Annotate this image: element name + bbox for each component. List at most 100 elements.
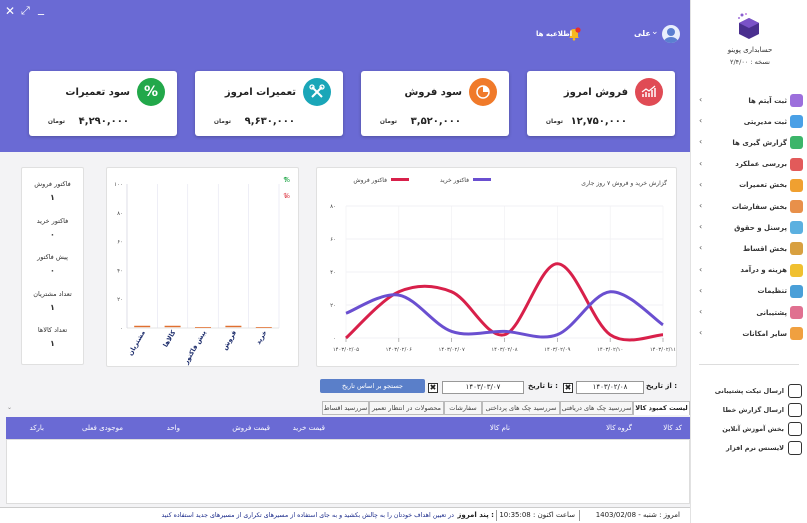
sidebar-link-2[interactable]: ارسال گزارش خطا [702,403,802,417]
card-value: ۴,۲۹۰,۰۰۰ [78,116,129,127]
close-icon[interactable]: ✕ [5,4,16,18]
stat-label: تعداد کالاها [37,326,68,334]
minimize-icon[interactable]: _ [38,1,44,15]
x-tick-label: پیش فاکتور [182,329,208,366]
sidebar-link-3[interactable]: بخش آموزش آنلاین [702,422,802,436]
sidebar-item-11[interactable]: ‹ پشتیبانی [697,303,803,322]
clear-to-date-button[interactable]: ✖ [428,383,438,393]
column-header[interactable]: بارکد [29,424,44,432]
tab-shortage-list[interactable]: لیست کمبود کالا [633,401,690,415]
column-header[interactable]: کد کالا [663,424,682,432]
menu-icon [790,221,803,235]
legend-label[interactable]: فاکتور فروش [353,177,387,184]
card-today-repairs: تعمیرات امروز ۹,۶۳۰,۰۰۰ تومان [195,71,343,136]
chevron-down-icon[interactable]: ⌄ [7,404,13,411]
sidebar-item-2[interactable]: ‹ ثبت مدیریتی [697,112,803,131]
sidebar-item-1[interactable]: ‹ ثبت آیتم ها [697,91,803,110]
tab-received-checks[interactable]: سررسید چک های دریافتی [560,401,633,415]
tab-paid-checks[interactable]: سررسید چک های پرداختی [482,401,560,415]
stat-value: ۰ [50,266,55,275]
clear-from-date-button[interactable]: ✖ [563,383,573,393]
sidebar-item-label: ثبت مدیریتی [743,117,787,126]
legend-swatch [391,178,409,181]
card-sales-profit: سود فروش ۳,۵۲۰,۰۰۰ تومان [361,71,509,136]
stat-value: ۱ [50,302,55,312]
tab-orders[interactable]: سفارشات [444,401,482,415]
license-icon [788,441,802,455]
bar[interactable] [164,325,181,328]
bar[interactable] [255,327,272,328]
down-percent-label: % [283,192,290,200]
stats-panel: فاکتور فروش ۱ فاکتور خرید ۰ پیش فاکتور ۰ تعداد… [21,167,84,365]
menu-icon [790,115,803,129]
avatar[interactable] [662,25,680,43]
tools-icon [303,78,331,106]
chevron-down-icon[interactable]: ⌄ [651,27,659,37]
sidebar-divider [699,364,799,365]
sidebar-item-8[interactable]: ‹ بخش اقساط [697,239,803,258]
legend-label[interactable]: فاکتور خرید [440,177,469,184]
sidebar-link-4[interactable]: لایسنس نرم افزار [702,441,802,455]
sidebar-link-1[interactable]: ارسال تیکت پشتیبانی [702,384,802,398]
to-date-input[interactable]: ۱۴۰۳/۰۳/۰۷ [442,381,524,394]
menu-icon [790,178,803,192]
fullscreen-icon[interactable]: ⤢ [21,4,30,17]
app-version: نسخه : ۲/۴/۰۰ [730,58,770,66]
sidebar-item-label: گزارش گیری ها [732,138,787,147]
x-tick-label: فروش [221,329,239,351]
bar[interactable] [225,325,242,328]
card-repairs-profit: % سود تعمیرات ۴,۲۹۰,۰۰۰ تومان [29,71,177,136]
tab-installments[interactable]: سررسید اقساط [322,401,369,415]
stat-label: تعداد مشتریان [33,289,72,298]
sidebar-item-12[interactable]: ‹ سایر امکانات [697,324,803,343]
sidebar-item-4[interactable]: ‹ بررسی عملکرد [697,155,803,174]
status-divider [579,510,580,521]
legend-swatch [473,178,491,181]
sidebar-item-label: بخش اقساط [742,244,787,253]
table-header: کد کالا گروه کالا نام کالا قیمت خرید قیم… [6,417,690,439]
chevron-left-icon: ‹ [699,158,703,168]
user-name[interactable]: علی [634,29,651,38]
sidebar-item-3[interactable]: ‹ گزارش گیری ها [697,133,803,152]
chevron-left-icon: ‹ [699,264,703,274]
status-today: امروز : شنبه - 1403/02/08 [595,511,680,519]
x-tick-label: ۱۴۰۳/۰۲/۰۶ [386,347,412,353]
app-logo [736,12,762,40]
chevron-left-icon: ‹ [699,137,703,147]
column-header[interactable]: واحد [166,424,180,432]
sidebar-item-10[interactable]: ‹ تنظیمات [697,282,803,301]
column-header[interactable]: موجودی فعلی [81,424,123,432]
from-date-input[interactable]: ۱۴۰۳/۰۲/۰۸ [576,381,644,394]
sidebar-item-label: هزینه و درآمد [740,266,787,275]
header-bar: ✕ ⤢ _ ⌄ علی اطلاعیه ها فروش امروز ۱۲,۷۵۰… [0,0,690,152]
search-by-date-button[interactable]: جستجو بر اساس تاریخ [320,379,425,393]
sidebar-item-5[interactable]: ‹ بخش تعمیرات [697,176,803,195]
pie-chart-icon [469,78,497,106]
menu-icon [790,284,803,298]
column-header[interactable]: نام کالا [489,424,510,432]
chevron-left-icon: ‹ [699,179,703,189]
line-chart: گزارش خرید و فروش ۷ روز جاری فاکتور فروش ف… [330,177,676,353]
x-tick-label: ۱۴۰۳/۰۲/۰۵ [333,347,359,353]
y-tick-label: ۰ [333,336,336,342]
column-header[interactable]: گروه کالا [606,424,632,432]
bar[interactable] [134,325,151,328]
sidebar-item-6[interactable]: ‹ بخش سفارشات [697,197,803,216]
sidebar-item-7[interactable]: ‹ پرسنل و حقوق [697,218,803,237]
card-title: سود فروش [404,87,463,98]
bell-icon[interactable] [567,27,581,41]
card-currency: تومان [379,118,397,125]
notifications-label[interactable]: اطلاعیه ها [536,30,573,38]
column-header[interactable]: قیمت فروش [232,424,270,432]
sidebar-item-9[interactable]: ‹ هزینه و درآمد [697,261,803,280]
sidebar-item-label: بخش سفارشات [731,202,787,211]
card-today-sales: فروش امروز ۱۲,۷۵۰,۰۰۰ تومان [527,71,675,136]
stat-value: ۱ [50,339,55,348]
tip-text: در تعیین اهداف خودتان را به چالش بکشید و… [161,512,455,519]
support-icon [788,384,802,398]
chevron-left-icon: ‹ [699,222,703,232]
report-icon [788,403,802,417]
bar[interactable] [195,327,211,328]
tab-pending-repairs[interactable]: محصولات در انتظار تعمیر [369,401,444,415]
column-header[interactable]: قیمت خرید [292,424,325,432]
